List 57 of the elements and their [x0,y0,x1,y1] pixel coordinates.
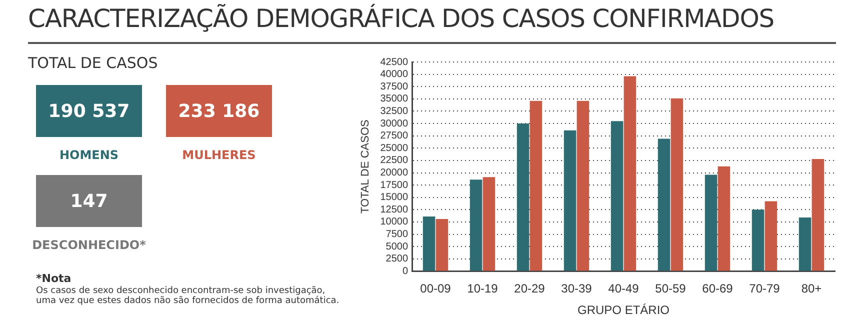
x-tick-label: 60-69 [702,282,734,296]
bar [812,158,824,271]
bar [658,138,670,271]
category-label: MULHERES [181,148,257,162]
bar [436,219,448,271]
y-axis-title: TOTAL DE CASOS [360,120,372,214]
category-label: DESCONHECIDO* [31,238,147,252]
y-tick-label: 20000 [380,168,408,179]
bar [798,218,812,271]
text: 190 537 [48,100,130,122]
y-tick-label: 17500 [380,180,408,191]
y-tick-label: 37500 [380,81,408,92]
y-tick-label: 7500 [386,229,408,240]
bar [576,100,590,271]
y-tick-label: 32500 [380,106,408,117]
bar [718,166,730,271]
bar [610,121,624,271]
x-tick-label: 30-39 [561,282,592,296]
x-axis-title: GRUPO ETÁRIO [577,303,670,318]
y-tick-label: 35000 [380,94,408,105]
bar [516,124,530,271]
category-label: HOMENS [58,148,120,162]
text: TOTAL DE CASOS [28,54,159,72]
y-tick-label: 30000 [380,118,408,130]
bar [470,180,482,271]
bar [670,98,684,271]
text: Os casos de sexo desconhecido encontram-se sob investigação, uma vez que estes dados não são fornecidos de forma automática. [36,286,340,306]
y-tick-label: 15000 [380,192,408,204]
text: CARACTERIZAÇÃO DEMOGRÁFICA DOS CASOS CONFIRMADOS [28,4,774,33]
bar [564,130,576,271]
bar [704,174,718,271]
x-tick-label: 80+ [801,282,822,296]
text: 147 [70,190,108,212]
bar [752,210,764,271]
x-tick-label: 20-29 [514,282,546,296]
y-tick-label: 25000 [380,142,408,154]
x-tick-label: 50-59 [655,282,686,296]
x-tick-label: 10-19 [467,282,498,296]
x-tick-label: 40-49 [608,282,640,296]
bar [530,100,542,271]
bar [482,177,496,271]
y-tick-label: 12500 [380,204,408,216]
text: 233 186 [178,100,260,122]
y-tick-label: 0 [402,266,408,277]
y-tick-label: 10000 [380,216,408,228]
y-tick-label: 27500 [380,130,408,142]
y-tick-label: 42500 [380,56,408,68]
y-tick-label: 2500 [386,254,408,265]
bar [422,216,436,271]
text: *Nota [36,272,72,285]
y-tick-label: 5000 [386,241,408,252]
y-tick-label: 40000 [380,69,408,80]
bar [624,76,636,271]
x-tick-label: 00-09 [420,282,452,296]
x-tick-label: 70-79 [749,282,780,296]
bar [764,201,778,271]
y-tick-label: 22500 [380,155,408,166]
